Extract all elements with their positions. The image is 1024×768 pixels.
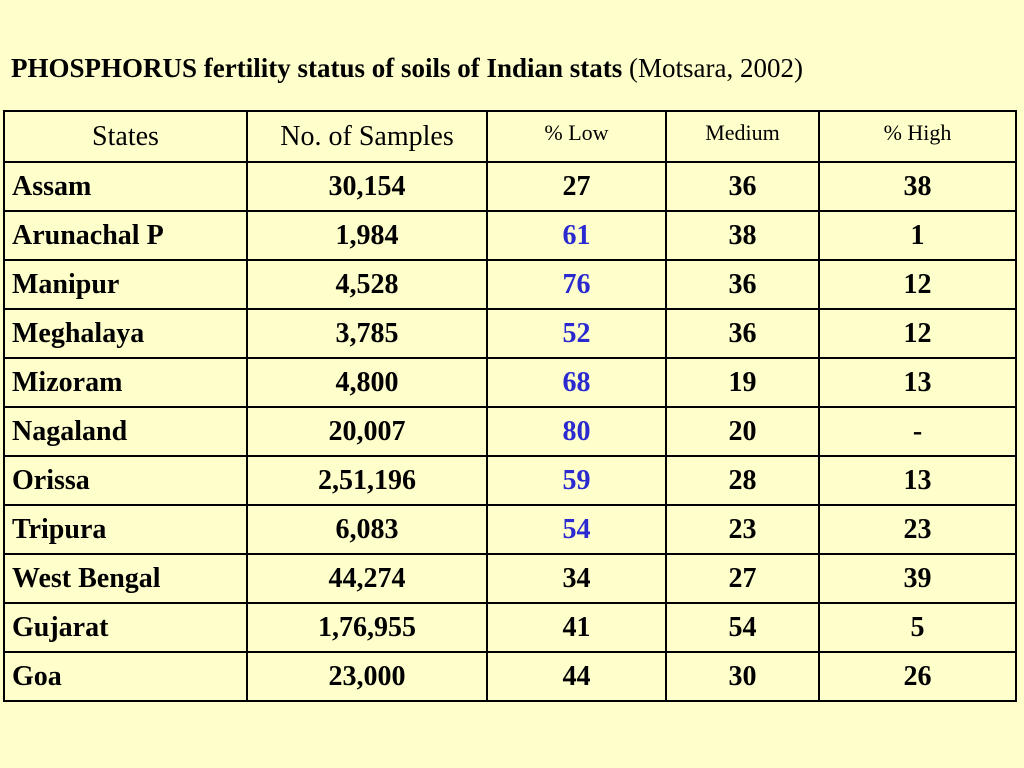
cell-percent-high: 26 [818, 651, 1017, 702]
title-text: PHOSPHORUS fertility status of soils of … [11, 53, 623, 83]
table-row: Manipur 4,528 76 36 12 [3, 259, 1017, 310]
cell-samples: 23,000 [246, 651, 488, 702]
table-row: Orissa 2,51,196 59 28 13 [3, 455, 1017, 506]
cell-samples: 2,51,196 [246, 455, 488, 506]
cell-samples: 4,800 [246, 357, 488, 408]
cell-percent-high: 12 [818, 259, 1017, 310]
cell-state: Manipur [3, 259, 248, 310]
table-row: West Bengal 44,274 34 27 39 [3, 553, 1017, 604]
cell-percent-high: 38 [818, 161, 1017, 212]
cell-medium: 19 [665, 357, 820, 408]
cell-percent-low: 52 [486, 308, 667, 359]
cell-samples: 3,785 [246, 308, 488, 359]
cell-percent-low: 41 [486, 602, 667, 653]
cell-state: Gujarat [3, 602, 248, 653]
cell-state: Tripura [3, 504, 248, 555]
header-percent-low: % Low [486, 110, 667, 163]
cell-medium: 27 [665, 553, 820, 604]
cell-percent-low: 59 [486, 455, 667, 506]
cell-samples: 1,76,955 [246, 602, 488, 653]
cell-percent-high: 13 [818, 357, 1017, 408]
cell-state: Arunachal P [3, 210, 248, 261]
cell-medium: 23 [665, 504, 820, 555]
table-row: Meghalaya 3,785 52 36 12 [3, 308, 1017, 359]
cell-percent-low: 68 [486, 357, 667, 408]
title-citation: (Motsara, 2002) [629, 53, 804, 83]
cell-samples: 1,984 [246, 210, 488, 261]
header-no-of-samples: No. of Samples [246, 110, 488, 163]
table-row: Arunachal P 1,984 61 38 1 [3, 210, 1017, 261]
cell-medium: 36 [665, 161, 820, 212]
cell-medium: 20 [665, 406, 820, 457]
cell-samples: 20,007 [246, 406, 488, 457]
cell-state: Meghalaya [3, 308, 248, 359]
cell-state: Nagaland [3, 406, 248, 457]
cell-state: Assam [3, 161, 248, 212]
cell-percent-high: 1 [818, 210, 1017, 261]
cell-percent-high: - [818, 406, 1017, 457]
table-row: Gujarat 1,76,955 41 54 5 [3, 602, 1017, 653]
table-row: Goa 23,000 44 30 26 [3, 651, 1017, 702]
table-row: Tripura 6,083 54 23 23 [3, 504, 1017, 555]
cell-percent-low: 44 [486, 651, 667, 702]
cell-samples: 4,528 [246, 259, 488, 310]
cell-medium: 30 [665, 651, 820, 702]
cell-medium: 38 [665, 210, 820, 261]
cell-samples: 30,154 [246, 161, 488, 212]
cell-percent-high: 39 [818, 553, 1017, 604]
cell-percent-low: 34 [486, 553, 667, 604]
cell-percent-low: 54 [486, 504, 667, 555]
cell-medium: 54 [665, 602, 820, 653]
cell-percent-high: 23 [818, 504, 1017, 555]
header-percent-high: % High [818, 110, 1017, 163]
table-header-row: States No. of Samples % Low Medium % Hig… [3, 110, 1017, 163]
cell-percent-low: 27 [486, 161, 667, 212]
cell-state: Mizoram [3, 357, 248, 408]
table-row: Nagaland 20,007 80 20- [3, 406, 1017, 457]
cell-medium: 28 [665, 455, 820, 506]
header-states: States [3, 110, 248, 163]
table-row: Assam 30,154 27 36 38 [3, 161, 1017, 212]
header-medium: Medium [665, 110, 820, 163]
cell-percent-low: 61 [486, 210, 667, 261]
table-row: Mizoram 4,800 68 19 13 [3, 357, 1017, 408]
cell-percent-low: 80 [486, 406, 667, 457]
cell-samples: 44,274 [246, 553, 488, 604]
cell-state: West Bengal [3, 553, 248, 604]
cell-state: Orissa [3, 455, 248, 506]
table-body: Assam 30,154 27 36 38 Arunachal P 1,984 61 38 1 Ma… [3, 161, 1017, 702]
cell-percent-low: 76 [486, 259, 667, 310]
cell-medium: 36 [665, 308, 820, 359]
cell-medium: 36 [665, 259, 820, 310]
cell-percent-high: 5 [818, 602, 1017, 653]
cell-percent-high: 13 [818, 455, 1017, 506]
slide-title: PHOSPHORUS fertility status of soils of … [11, 50, 803, 86]
cell-percent-high: 12 [818, 308, 1017, 359]
cell-state: Goa [3, 651, 248, 702]
cell-samples: 6,083 [246, 504, 488, 555]
phosphorus-status-table: States No. of Samples % Low Medium % Hig… [3, 110, 1017, 702]
